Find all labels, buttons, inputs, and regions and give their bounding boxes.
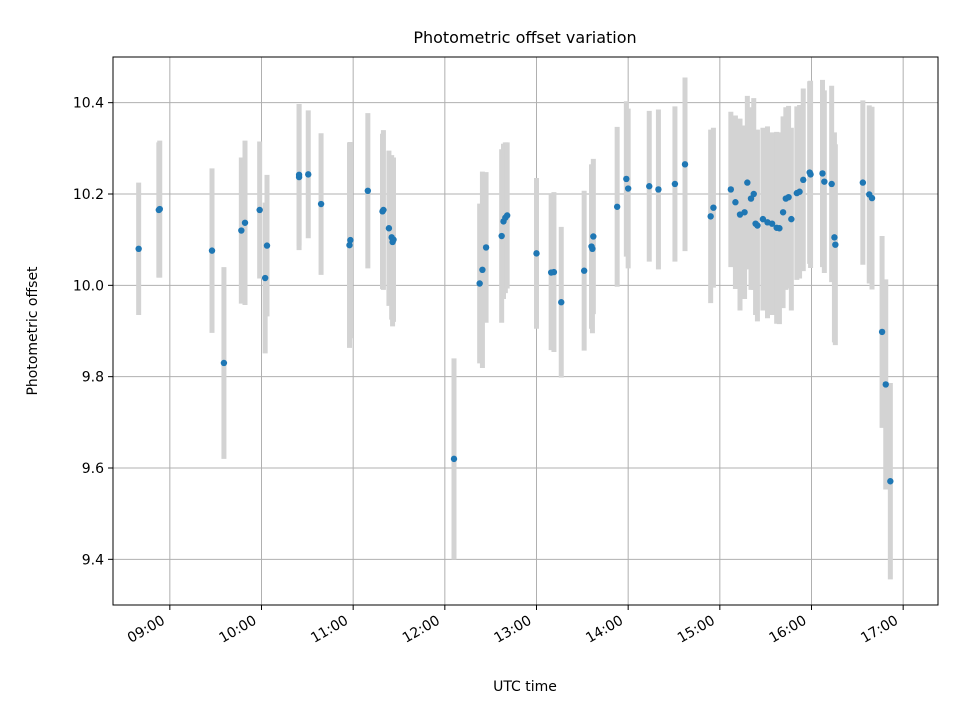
data-point [241,219,249,226]
data-point [887,478,894,485]
data-point [707,213,714,220]
data-point [503,212,511,219]
data-point [364,187,372,195]
data-point [558,299,565,306]
grid [113,57,938,605]
data-point [828,180,835,188]
data-point [882,381,889,388]
data-point [681,161,689,168]
data-point [550,268,558,276]
data-point [305,171,312,178]
y-tick-label: 9.6 [82,461,104,477]
plot-frame [112,56,939,606]
data-point [613,203,621,210]
data-point [533,250,540,257]
data-point [750,190,757,198]
x-tick-label: 14:00 [583,613,626,647]
data-point [135,245,142,252]
data-point [380,206,387,214]
data-points [135,161,894,485]
data-point [741,209,748,216]
y-tick-label: 9.8 [82,370,104,386]
data-point [476,280,483,287]
data-point [263,242,271,249]
data-point [295,171,303,179]
y-tick-label: 10.4 [73,96,104,112]
data-point [744,179,751,186]
x-axis-label: UTC time [493,679,557,695]
data-point [498,232,505,240]
data-point [807,171,814,178]
chart-title: Photometric offset variation [413,28,636,47]
y-tick-label: 10.2 [73,187,104,203]
data-point [156,205,163,213]
data-point [624,185,632,192]
data-point [671,180,679,188]
x-tick-label: 15:00 [675,613,718,647]
data-point [390,236,397,243]
data-point [261,274,269,282]
data-point [580,267,588,274]
data-point [256,206,263,214]
data-point [832,241,839,248]
data-point [479,266,486,274]
x-tick-label: 09:00 [125,613,168,647]
data-point [450,455,458,463]
data-point [788,215,795,223]
data-point [346,241,353,249]
x-tick-label: 17:00 [858,613,901,647]
x-tick-label: 10:00 [217,613,260,647]
y-axis-label: Photometric offset [25,266,41,396]
data-point [800,176,807,184]
x-tick-label: 13:00 [492,613,535,647]
x-axis-ticks: 09:00 10:00 11:00 12:00 13:00 14:00 15:00 16:00… [125,605,904,647]
data-point [819,170,826,177]
data-point [868,194,876,202]
data-point [732,199,739,206]
data-point [776,225,783,232]
data-point [831,234,838,241]
data-point [589,245,596,252]
data-point [385,225,393,232]
data-point [590,233,597,240]
x-tick-label: 12:00 [400,613,443,647]
data-point [208,247,216,254]
data-point [347,236,354,244]
data-point [796,188,803,195]
y-tick-label: 9.4 [82,552,104,568]
data-point [623,175,630,183]
data-point [727,186,735,193]
data-point [759,215,767,223]
data-point [238,227,245,234]
data-point [317,200,325,208]
data-point [655,186,662,193]
data-point [482,244,490,251]
error-bars [136,77,893,580]
data-point [878,328,886,336]
data-point [768,220,776,227]
x-tick-label: 11:00 [308,613,351,647]
data-point [821,178,828,185]
data-point [785,193,792,201]
data-point [859,179,867,186]
y-tick-label: 10.0 [73,278,104,294]
y-axis-ticks: 9.4 9.6 9.8 10.0 10.2 10.4 [73,96,113,568]
data-point [220,359,228,367]
data-point [710,204,717,211]
data-point [754,222,761,229]
data-point [646,183,653,190]
x-tick-label: 16:00 [767,613,810,647]
data-point [779,209,787,216]
